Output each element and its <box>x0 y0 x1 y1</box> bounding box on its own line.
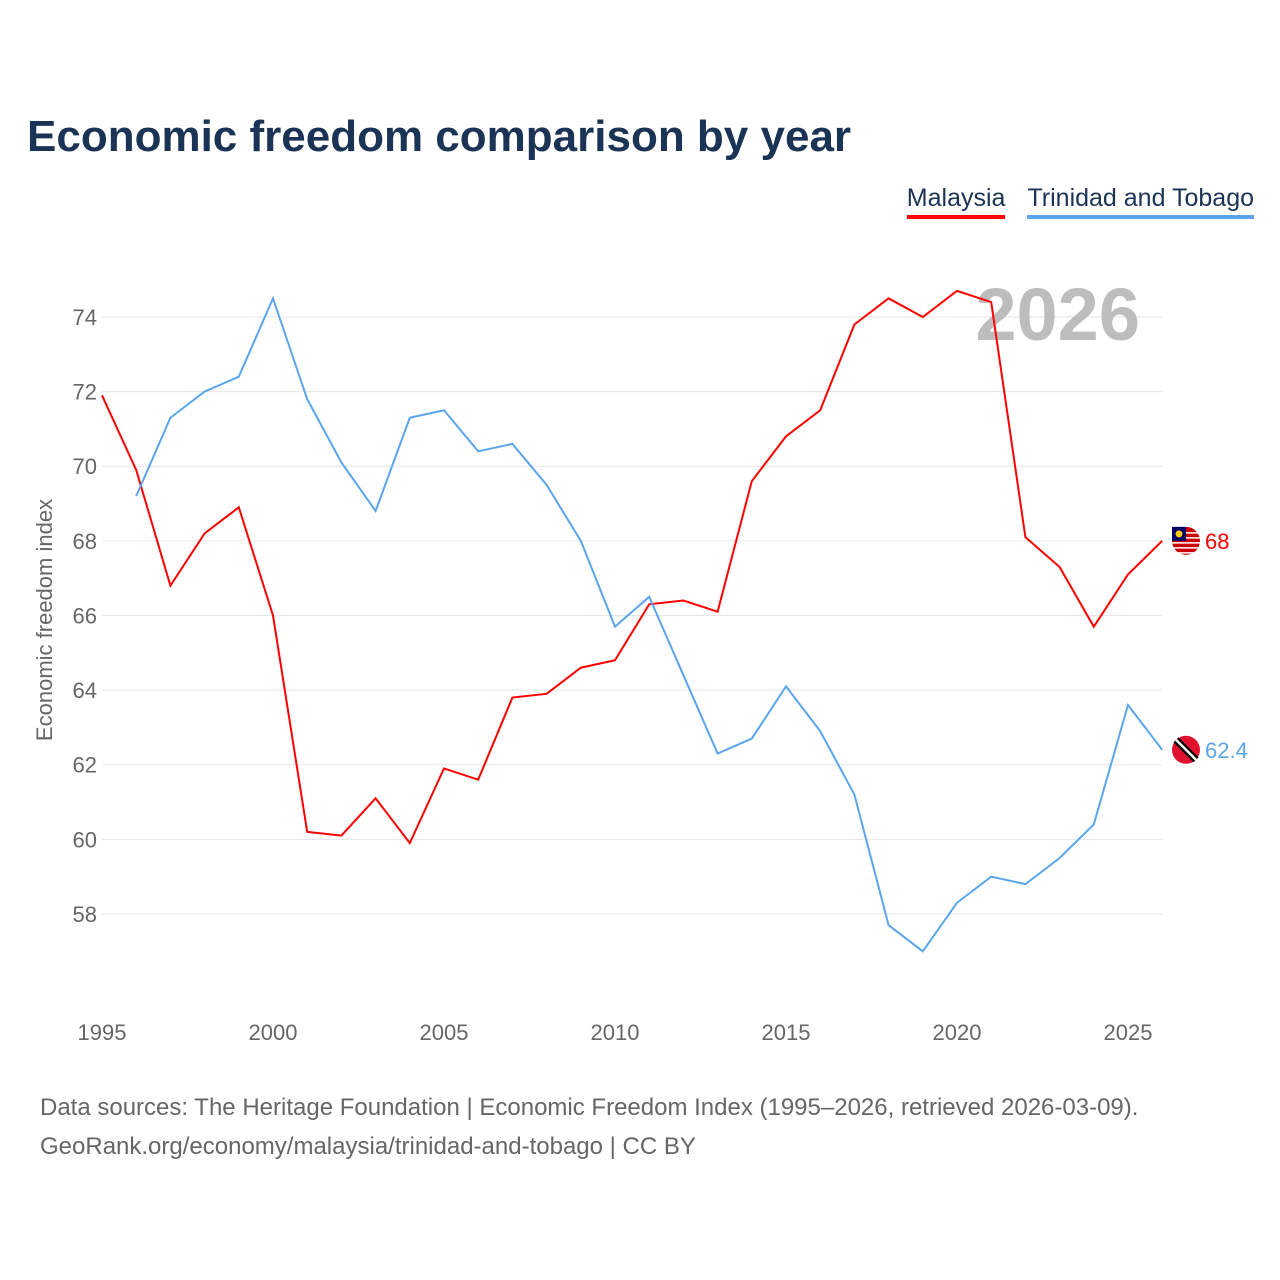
legend: Malaysia Trinidad and Tobago <box>906 184 1254 219</box>
x-tick-label: 2010 <box>591 1020 640 1045</box>
y-tick-label: 60 <box>73 827 97 852</box>
x-tick-label: 2020 <box>933 1020 982 1045</box>
x-tick-label: 2015 <box>762 1020 811 1045</box>
x-tick-label: 1995 <box>78 1020 127 1045</box>
y-tick-label: 74 <box>73 305 97 330</box>
y-tick-label: 58 <box>73 902 97 927</box>
x-tick-label: 2000 <box>249 1020 298 1045</box>
legend-item-malaysia[interactable]: Malaysia <box>906 184 1006 219</box>
data-sources: Data sources: The Heritage Foundation | … <box>40 1094 1139 1121</box>
y-axis-label: Economic freedom index <box>32 499 57 741</box>
y-tick-label: 62 <box>73 753 97 778</box>
series-line-malaysia <box>101 289 1163 846</box>
x-tick-label: 2025 <box>1104 1020 1153 1045</box>
footer: Data sources: The Heritage Foundation | … <box>40 1088 1138 1166</box>
end-value-label: 68 <box>1205 529 1229 554</box>
end-value-label: 62.4 <box>1205 738 1248 763</box>
y-tick-label: 64 <box>73 678 97 703</box>
y-tick-label: 70 <box>73 454 97 479</box>
x-tick-label: 2005 <box>420 1020 469 1045</box>
y-tick-label: 66 <box>73 603 97 628</box>
chart-title: Economic freedom comparison by year <box>27 112 852 161</box>
y-tick-label: 68 <box>73 529 97 554</box>
year-watermark: 2026 <box>975 273 1140 356</box>
flag-crescent <box>1175 530 1183 538</box>
y-tick-label: 72 <box>73 380 97 405</box>
flag-stripe <box>1175 738 1197 761</box>
legend-item-trinidad-and-tobago[interactable]: Trinidad and Tobago <box>1027 184 1254 219</box>
source-link[interactable]: GeoRank.org/economy/malaysia/trinidad-an… <box>40 1133 696 1160</box>
series-line-trinidad-and-tobago <box>135 295 1163 953</box>
